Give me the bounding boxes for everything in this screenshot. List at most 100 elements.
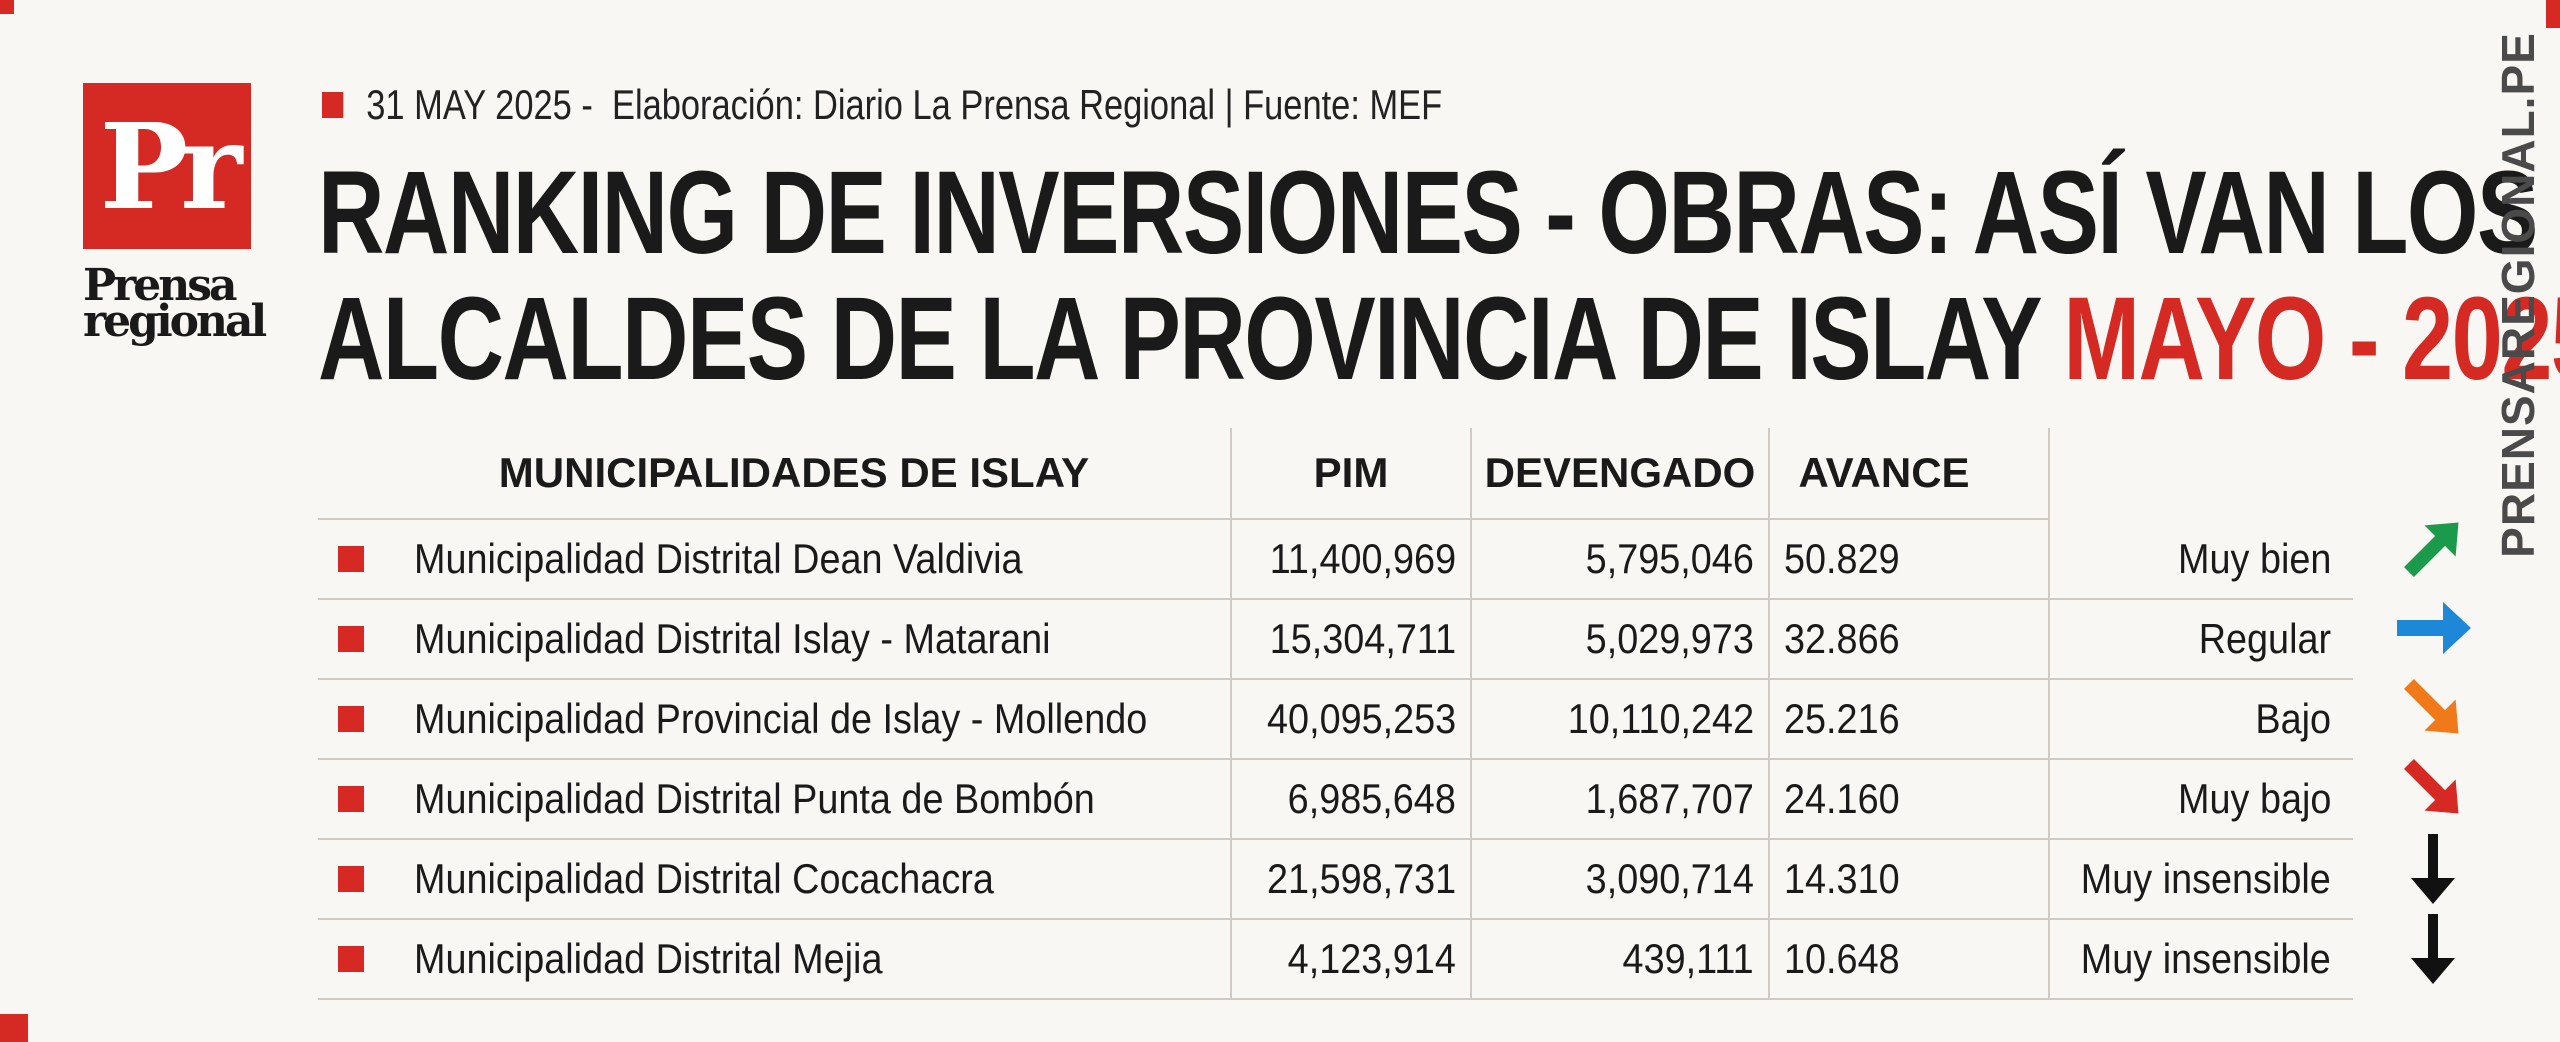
row-avance-value: 25.216 [1784,695,1900,742]
row-avance: 25.216 [1768,680,2048,758]
row-devengado-value: 10,110,242 [1567,695,1754,742]
row-pim-value: 21,598,731 [1266,855,1456,902]
row-name-cell: Municipalidad Distrital Mejia [318,920,1230,998]
row-status-value: Muy bajo [2177,775,2331,822]
row-devengado-value: 1,687,707 [1585,775,1754,822]
site-url-vertical: PRENSAREGIONAL.PE [2488,32,2548,558]
table-row: Municipalidad Provincial de Islay - Moll… [318,680,2353,760]
title-line2: ALCALDES DE LA PROVINCIA DE ISLAY [318,273,2041,405]
row-status: Muy insensible [2048,840,2353,918]
corner-accent-bottom-left [0,1014,28,1042]
corner-accent-top-right [2546,0,2560,28]
row-devengado-value: 439,111 [1622,935,1754,982]
row-status-value: Bajo [2255,695,2331,742]
row-name-cell: Municipalidad Distrital Dean Valdivia [318,520,1230,598]
row-status: Muy bien [2048,520,2353,598]
header-name: MUNICIPALIDADES DE ISLAY [318,428,1230,520]
row-bullet [338,546,364,572]
row-status: Bajo [2048,680,2353,758]
trend-down-arrow-icon [2378,828,2488,908]
row-name-cell: Municipalidad Provincial de Islay - Moll… [318,680,1230,758]
header-status [2048,428,2353,520]
row-pim: 11,400,969 [1230,520,1470,598]
meta-bullet [322,92,344,118]
row-status-value: Muy insensible [2080,855,2331,902]
row-pim-value: 11,400,969 [1269,535,1456,582]
row-pim: 15,304,711 [1230,600,1470,678]
row-devengado-value: 5,795,046 [1585,535,1754,582]
row-pim: 4,123,914 [1230,920,1470,998]
row-devengado: 3,090,714 [1470,840,1768,918]
row-avance: 14.310 [1768,840,2048,918]
row-avance: 10.648 [1768,920,2048,998]
row-bullet [338,786,364,812]
page-title: RANKING DE INVERSIONES - OBRAS: ASÍ VAN … [318,147,2560,405]
row-status: Muy insensible [2048,920,2353,998]
row-devengado-value: 5,029,973 [1585,615,1754,662]
row-name: Municipalidad Distrital Mejia [414,935,883,982]
row-avance-value: 14.310 [1784,855,1900,902]
row-pim: 21,598,731 [1230,840,1470,918]
meta-date: 31 MAY 2025 - [366,81,593,128]
row-status-value: Muy bien [2177,535,2331,582]
row-avance-value: 10.648 [1784,935,1900,982]
site-url-text: PRENSAREGIONAL.PE [2492,32,2545,558]
row-name: Municipalidad Distrital Islay - Matarani [414,615,1051,662]
row-status-value: Regular [2198,615,2331,662]
meta-credit: Elaboración: Diario La Prensa Regional |… [611,81,1443,128]
table-row: Municipalidad Distrital Dean Valdivia 11,… [318,520,2353,600]
title-line2-wrap: ALCALDES DE LA PROVINCIA DE ISLAY MAYO -… [318,273,2560,405]
table-row: Municipalidad Distrital Punta de Bombón 6… [318,760,2353,840]
trend-right-arrow-icon [2378,588,2488,668]
row-pim-value: 6,985,648 [1287,775,1456,822]
row-avance-value: 50.829 [1784,535,1900,582]
header-name-label: MUNICIPALIDADES DE ISLAY [498,449,1090,496]
logo-word-line1: Prensa [83,260,238,311]
row-name-cell: Municipalidad Distrital Islay - Matarani [318,600,1230,678]
logo-mark-text: Pr [99,96,243,236]
title-accent: MAYO - 2025 [2063,273,2560,405]
row-avance: 50.829 [1768,520,2048,598]
row-pim-value: 40,095,253 [1266,695,1456,742]
ranking-table: MUNICIPALIDADES DE ISLAY PIM DEVENGADO A… [318,428,2353,1000]
row-pim: 40,095,253 [1230,680,1470,758]
trend-down-arrow-icon [2378,908,2488,988]
header-devengado-label: DEVENGADO [1484,449,1756,496]
trend-down-right-arrow-icon [2378,748,2488,828]
row-devengado-value: 3,090,714 [1585,855,1754,902]
row-avance: 24.160 [1768,760,2048,838]
row-name: Municipalidad Distrital Cocachacra [414,855,994,902]
row-devengado: 1,687,707 [1470,760,1768,838]
trend-up-right-arrow-icon [2378,508,2488,588]
header-avance: AVANCE [1768,428,2048,520]
title-line1: RANKING DE INVERSIONES - OBRAS: ASÍ VAN … [318,147,2538,279]
row-status-value: Muy insensible [2080,935,2331,982]
row-bullet [338,706,364,732]
logo-word-line2: regional [83,296,267,347]
meta-line: 31 MAY 2025 - Elaboración: Diario La Pre… [322,78,1442,132]
header-devengado: DEVENGADO [1470,428,1768,520]
logo-wordmark: Prensa regional [83,260,267,347]
row-bullet [338,866,364,892]
row-devengado: 5,029,973 [1470,600,1768,678]
row-status: Regular [2048,600,2353,678]
table-body: Municipalidad Distrital Dean Valdivia 11,… [318,520,2353,1000]
row-avance-value: 32.866 [1784,615,1900,662]
row-bullet [338,946,364,972]
row-pim-value: 15,304,711 [1269,615,1456,662]
row-name-cell: Municipalidad Distrital Punta de Bombón [318,760,1230,838]
header-pim: PIM [1230,428,1470,520]
row-devengado: 439,111 [1470,920,1768,998]
corner-accent-top-left [0,0,14,14]
row-bullet [338,626,364,652]
trend-down-right-arrow-icon [2378,668,2488,748]
row-name: Municipalidad Distrital Dean Valdivia [414,535,1023,582]
row-status: Muy bajo [2048,760,2353,838]
table-row: Municipalidad Distrital Mejia 4,123,914 43… [318,920,2353,1000]
header-pim-label: PIM [1313,449,1389,496]
trend-arrows [2378,508,2488,988]
table-row: Municipalidad Distrital Cocachacra 21,598… [318,840,2353,920]
row-pim-value: 4,123,914 [1287,935,1456,982]
row-avance-value: 24.160 [1784,775,1900,822]
logo-mark: Pr [83,83,251,249]
